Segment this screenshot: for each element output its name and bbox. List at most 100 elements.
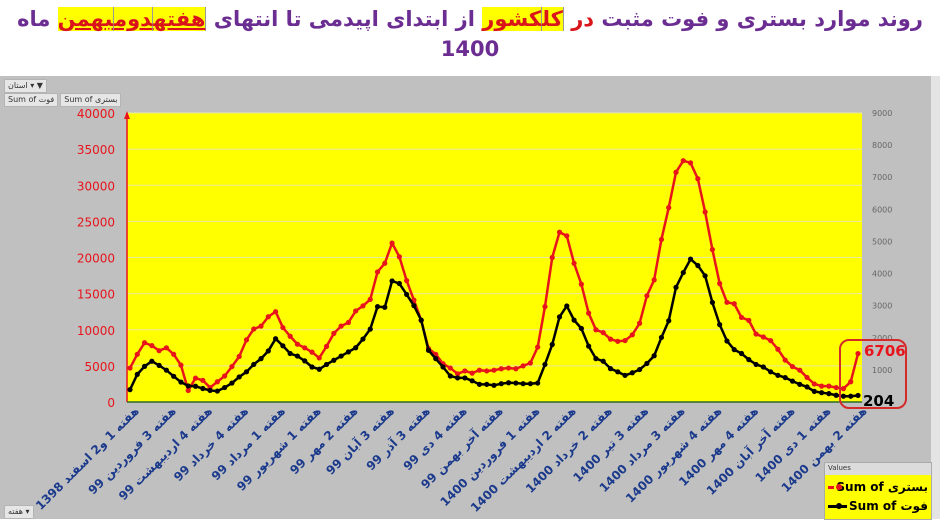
data-point [411,303,417,309]
legend-label: Sum of فوت [849,499,928,513]
data-point [455,371,461,377]
data-point [156,348,162,354]
data-point [593,356,599,362]
data-point [214,388,220,394]
data-point [447,373,453,379]
data-point [542,361,548,368]
data-point [826,391,832,397]
data-point [498,381,504,387]
title-highlight: بهمن [57,7,115,31]
data-point [615,369,621,375]
data-point [229,363,235,370]
data-point [819,390,825,396]
title-highlight: هفته [153,7,207,31]
data-point [185,387,191,394]
data-point [724,338,730,344]
data-point [564,303,570,309]
data-point [724,299,730,305]
data-point [826,383,832,389]
data-point [811,388,817,395]
title-part: ماه 1400 [17,7,500,61]
left-axis-tick-label: 20000 [77,252,115,266]
title-part: روند موارد بستری و فوت مثبت [601,7,923,31]
data-point [571,317,577,323]
data-point [367,296,373,303]
data-point [738,350,745,357]
scrollbar[interactable] [931,76,940,519]
right-axis-tick-label: 4000 [872,270,892,279]
data-point [302,345,308,351]
data-point [709,246,716,253]
data-point [644,293,650,299]
data-point [731,301,737,307]
right-axis-tick-label: 7000 [872,173,892,182]
data-point [323,361,330,368]
data-point [171,373,177,379]
data-point [658,236,665,243]
data-point [236,374,242,380]
data-point [265,348,271,354]
data-point [134,371,140,377]
data-point [804,374,810,381]
data-point [768,369,774,375]
data-point [651,353,657,359]
legend-item-hospitalized: Sum of بستری [828,480,928,494]
data-label-hospitalized: 6706 [864,342,906,360]
data-point [600,330,606,336]
data-point [469,370,475,376]
left-axis-tick-label: 25000 [77,215,115,229]
data-point [476,381,483,387]
field-button-deaths[interactable]: Sum of فوت [4,93,59,107]
data-point [287,333,293,339]
data-point [520,363,526,369]
data-point [775,372,781,378]
data-point [338,353,344,359]
data-point [141,363,148,369]
data-point [680,158,686,164]
data-point [163,345,169,351]
data-point [505,380,512,386]
black-line-marker-icon [828,502,848,509]
data-point [396,280,402,287]
data-point [265,314,271,320]
data-point [695,176,701,182]
data-point [556,229,563,235]
red-line-marker-icon [828,483,842,490]
data-point [789,378,796,384]
data-point [687,256,694,262]
left-axis-tick-label: 15000 [77,288,115,302]
data-point [273,336,279,342]
field-button-hospitalized[interactable]: Sum of بستری [60,93,122,107]
data-point [717,280,723,287]
data-point [251,361,257,368]
province-filter-button[interactable]: ▼ ▾ استان [4,79,47,93]
data-point [207,387,213,394]
data-point [775,346,781,352]
data-point [549,254,555,261]
data-point [185,383,191,389]
left-axis-tick-label: 40000 [77,107,115,121]
data-point [200,385,206,392]
data-point [382,260,388,266]
data-point [258,356,264,362]
left-axis-tick-label: 5000 [84,360,115,374]
data-point [687,160,694,166]
data-point [280,324,286,331]
data-point [491,367,497,373]
data-point [163,367,169,373]
data-point [302,358,308,364]
right-axis-tick-label: 9000 [872,109,892,118]
data-point [382,304,388,310]
data-point [760,334,766,340]
dropdown-icon: ▾ [30,81,35,90]
data-point [455,375,461,381]
data-point [746,317,752,323]
data-point [840,393,847,399]
data-label-deaths: 204 [863,392,894,410]
data-point [542,304,548,310]
field-label: Sum of بستری [64,95,118,104]
data-point [629,332,635,338]
data-point [527,360,534,366]
data-point [804,384,810,390]
data-point [418,317,424,323]
